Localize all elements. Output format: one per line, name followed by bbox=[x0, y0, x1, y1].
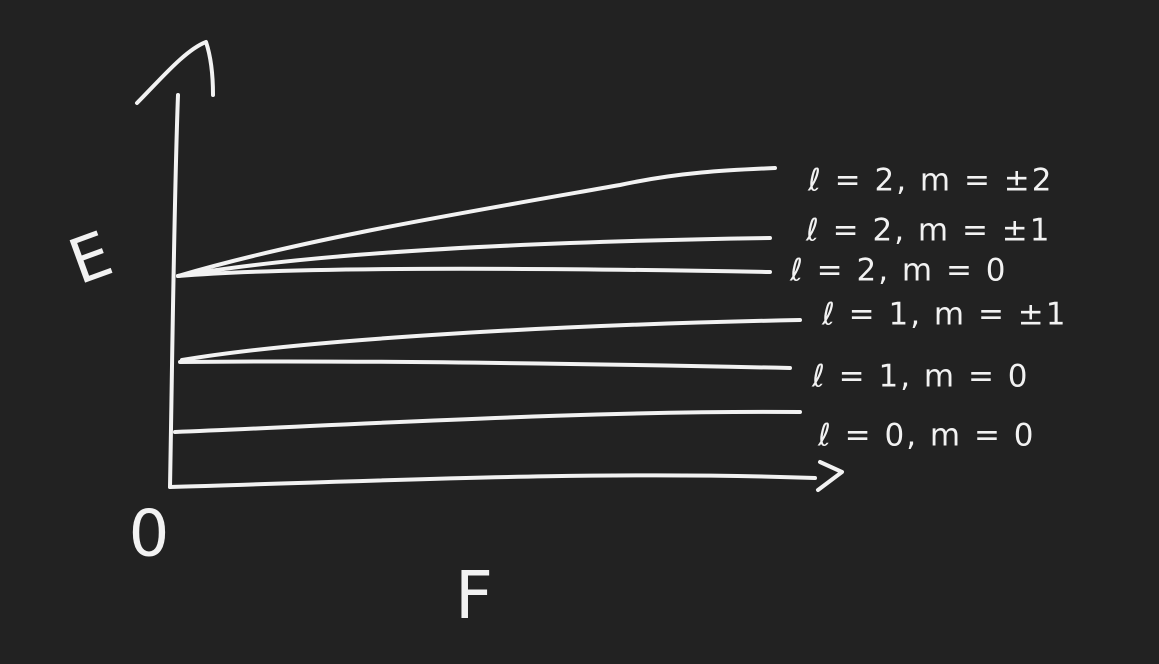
x-axis bbox=[168, 473, 817, 489]
x-arrowhead bbox=[816, 460, 844, 492]
level-line bbox=[180, 318, 802, 362]
y-axis bbox=[168, 93, 180, 489]
level-label: ℓ = 2, m = ±2 bbox=[807, 163, 1054, 199]
level-line bbox=[176, 166, 777, 278]
y-arrowhead bbox=[135, 40, 215, 105]
origin-label: 0 bbox=[129, 498, 170, 572]
level-label: ℓ = 0, m = 0 bbox=[817, 418, 1036, 454]
y-axis-label: E bbox=[60, 217, 122, 299]
x-axis-label: F bbox=[455, 557, 493, 634]
level-label: ℓ = 2, m = 0 bbox=[789, 253, 1008, 289]
level-label: ℓ = 2, m = ±1 bbox=[805, 213, 1052, 249]
level-label: ℓ = 1, m = ±1 bbox=[821, 297, 1068, 333]
level-line bbox=[176, 236, 772, 278]
level-line bbox=[173, 409, 802, 434]
level-label: ℓ = 1, m = 0 bbox=[811, 359, 1030, 395]
level-line bbox=[178, 359, 792, 370]
level-line bbox=[176, 266, 772, 278]
